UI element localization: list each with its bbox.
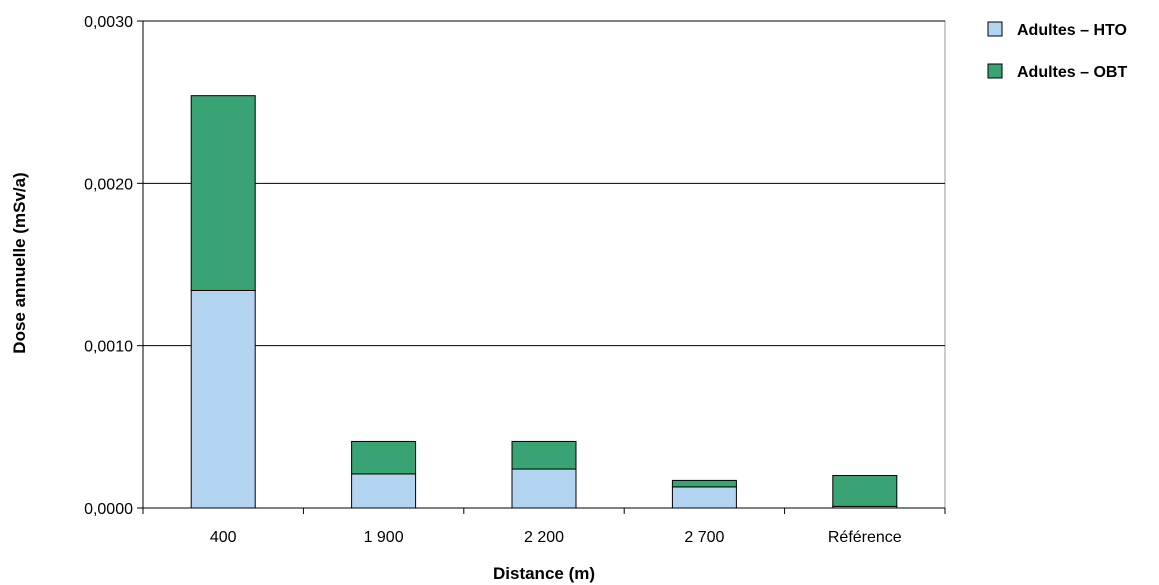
legend: Adultes – HTO Adultes – OBT [987, 21, 1127, 81]
bar-4-series-1 [832, 475, 898, 507]
bar-3-series-1 [671, 479, 737, 488]
x-tick-label-0: 400 [210, 529, 237, 546]
bar-1-series-1 [351, 440, 417, 475]
y-tick-label-1: 0,0010 [84, 339, 133, 356]
x-tick-label-1: 1 900 [364, 529, 404, 546]
legend-label-0: Adultes – HTO [1017, 22, 1127, 39]
x-tick-label-4: Référence [828, 529, 902, 546]
plot-area [142, 20, 946, 509]
bar-2-series-1 [511, 440, 577, 470]
x-tick-label-3: 2 700 [684, 529, 724, 546]
legend-swatch-0 [987, 21, 1003, 37]
y-tick-label-3: 0,0030 [84, 14, 133, 31]
bar-3-series-0 [671, 486, 737, 509]
bars [190, 95, 898, 509]
bar-0-series-0 [190, 289, 256, 509]
gridlines [143, 20, 945, 347]
x-axis-title: Distance (m) [493, 564, 595, 583]
y-tick-label-0: 0,0000 [84, 501, 133, 518]
bar-1-series-0 [351, 473, 417, 509]
bar-2-series-0 [511, 468, 577, 509]
axes [137, 20, 946, 514]
y-axis-title: Dose annuelle (mSv/a) [10, 172, 29, 353]
x-tick-labels: 400 1 900 2 200 2 700 Référence [210, 529, 902, 546]
plot-border [142, 20, 946, 509]
x-tick-label-2: 2 200 [524, 529, 564, 546]
y-tick-labels: 0,0000 0,0010 0,0020 0,0030 [84, 14, 133, 518]
legend-label-1: Adultes – OBT [1017, 64, 1127, 81]
bar-0-series-1 [190, 95, 256, 291]
legend-swatch-1 [987, 63, 1003, 79]
y-tick-label-2: 0,0020 [84, 176, 133, 193]
